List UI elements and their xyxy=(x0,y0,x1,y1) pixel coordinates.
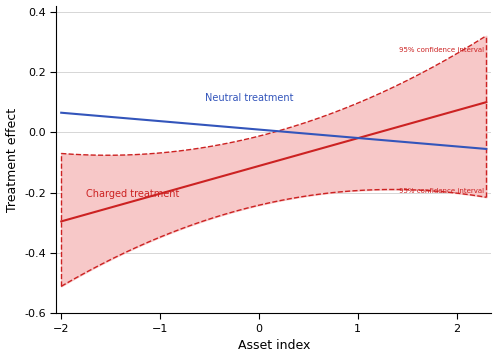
Text: Neutral treatment: Neutral treatment xyxy=(204,93,293,103)
Y-axis label: Treatment effect: Treatment effect xyxy=(6,107,18,212)
Text: 95% confidence interval: 95% confidence interval xyxy=(400,47,484,53)
X-axis label: Asset index: Asset index xyxy=(238,339,310,352)
Text: 95% confidence interval: 95% confidence interval xyxy=(400,188,484,194)
Text: Charged treatment: Charged treatment xyxy=(86,189,180,199)
